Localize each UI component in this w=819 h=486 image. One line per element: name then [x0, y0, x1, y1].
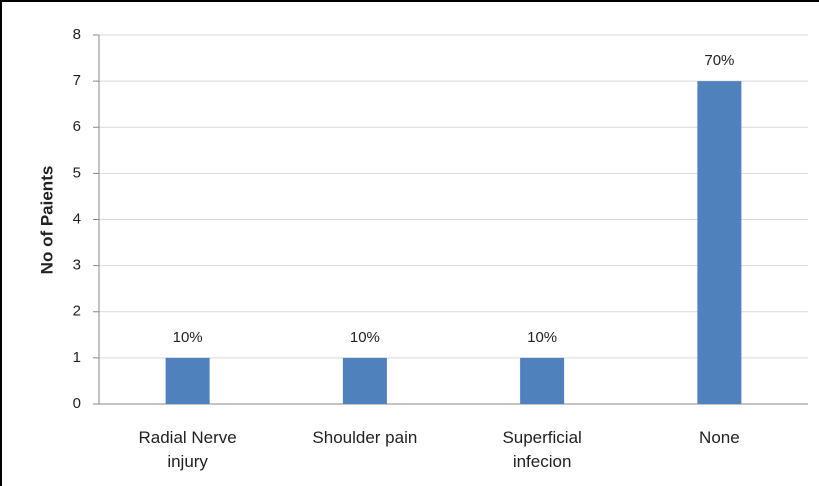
- data-label: 70%: [704, 52, 734, 69]
- y-tick-label: 8: [73, 26, 81, 43]
- y-tick-label: 0: [73, 395, 81, 412]
- x-tick-label: Radial Nerve injury: [138, 428, 237, 471]
- y-tick-label: 5: [73, 164, 81, 181]
- bar: [697, 81, 742, 404]
- y-tick-label: 7: [73, 72, 81, 89]
- bar: [342, 357, 387, 404]
- bar: [165, 357, 210, 404]
- bar: [520, 357, 565, 404]
- y-axis-label: No of Paients: [37, 166, 56, 275]
- y-tick-label: 2: [73, 303, 81, 320]
- data-label: 10%: [527, 329, 557, 346]
- y-tick-label: 4: [73, 210, 81, 227]
- data-label: 10%: [173, 329, 203, 346]
- x-tick-label: None: [699, 428, 740, 447]
- data-label: 10%: [350, 329, 380, 346]
- x-tick-label: Shoulder pain: [312, 428, 418, 447]
- y-tick-label: 6: [73, 118, 81, 135]
- x-tick-label: Superficial infecion: [502, 428, 582, 471]
- y-tick-label: 1: [73, 349, 81, 366]
- y-tick-label: 3: [73, 257, 81, 274]
